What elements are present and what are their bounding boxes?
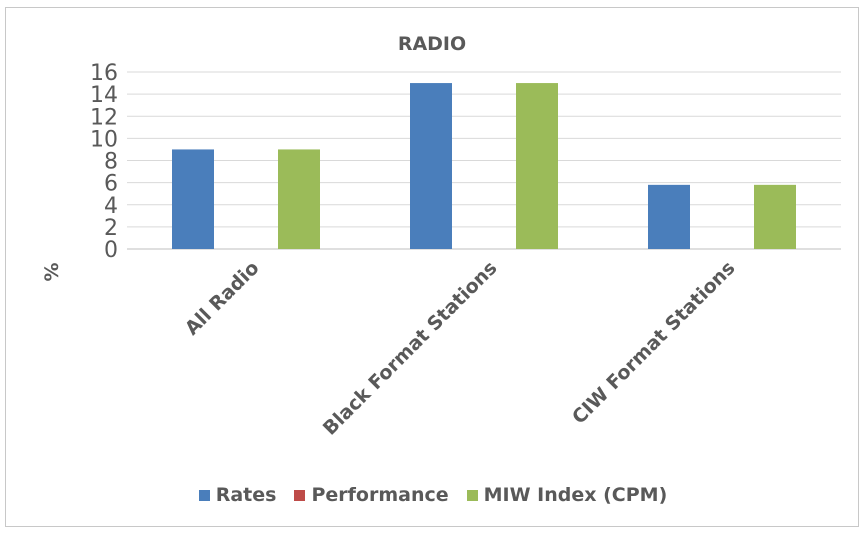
y-tick-label: 0 [104, 238, 118, 263]
y-tick-label: 16 [90, 61, 118, 86]
x-axis-labels: All Radio Black Format Stations CIW Format… [181, 257, 740, 440]
y-tick-label: 12 [90, 105, 118, 130]
gridlines [127, 71, 841, 250]
legend-swatch [466, 489, 478, 501]
bar-rates [648, 184, 690, 249]
y-tick-label: 4 [104, 194, 118, 219]
legend-label: MIW Index (CPM) [483, 484, 668, 506]
x-tick-label: All Radio [181, 257, 264, 340]
y-tick-label: 6 [104, 172, 118, 197]
legend-label: Performance [311, 484, 449, 506]
bars [172, 83, 796, 249]
legend-swatch [198, 489, 210, 501]
legend-item: Rates [198, 484, 277, 506]
x-tick-label: Black Format Stations [319, 257, 502, 440]
chart-title: RADIO [398, 33, 466, 55]
bar-miw-index-cpm [754, 184, 796, 249]
legend: Rates Performance MIW Index (CPM) [0, 484, 866, 506]
y-tick-label: 10 [90, 127, 118, 152]
legend-label: Rates [215, 484, 277, 506]
bar-rates [410, 83, 452, 249]
bar-miw-index-cpm [516, 83, 558, 249]
y-tick-label: 2 [104, 216, 118, 241]
y-axis-label: % [41, 262, 63, 281]
legend-item: MIW Index (CPM) [466, 484, 668, 506]
legend-swatch [294, 489, 306, 501]
bar-rates [172, 149, 214, 249]
y-tick-label: 8 [104, 150, 118, 175]
x-tick-label: CIW Format Stations [568, 257, 740, 429]
legend-item: Performance [294, 484, 449, 506]
y-tick-label: 14 [90, 83, 118, 108]
bar-miw-index-cpm [278, 149, 320, 249]
